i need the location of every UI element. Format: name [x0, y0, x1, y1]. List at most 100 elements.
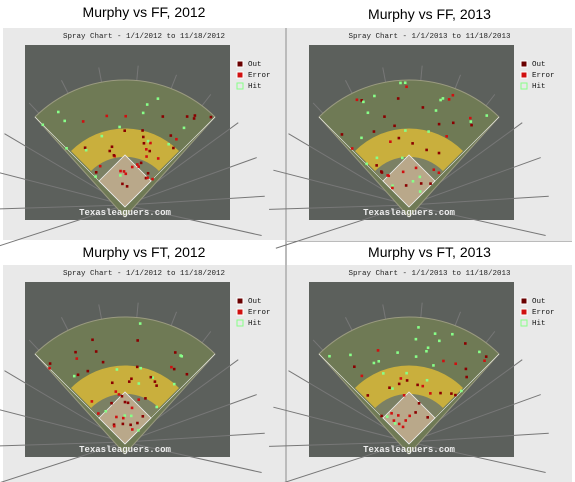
spray-chart: Texasleaguers.com [269, 45, 549, 249]
hit-marker [153, 380, 157, 383]
hit-marker [470, 123, 473, 127]
watermark: Texasleaguers.com [363, 445, 455, 455]
hit-marker [360, 374, 364, 378]
hit-marker [388, 386, 391, 390]
hit-marker [41, 123, 45, 127]
hit-marker [123, 400, 127, 404]
hit-marker [130, 165, 134, 169]
hit-marker [193, 114, 197, 117]
hit-marker [119, 174, 122, 177]
hit-marker [123, 129, 126, 132]
legend-swatch [236, 308, 244, 316]
hit-marker [464, 342, 467, 345]
foul-lines [34, 116, 216, 208]
hit-marker [375, 156, 379, 160]
hit-marker [451, 121, 455, 125]
hit-marker [125, 185, 129, 188]
hit-marker [148, 149, 152, 153]
hit-marker [433, 332, 437, 335]
hit-marker [377, 359, 381, 363]
hit-marker [118, 125, 121, 129]
hit-marker [484, 355, 488, 358]
hit-marker [437, 122, 441, 126]
hit-marker [405, 85, 408, 89]
hit-marker [141, 129, 144, 132]
hit-marker [141, 111, 145, 115]
hit-marker [129, 423, 132, 427]
hit-marker [365, 162, 368, 166]
hit-marker [146, 139, 150, 143]
legend-swatch [236, 71, 244, 79]
hit-marker [439, 391, 442, 395]
hit-marker [145, 155, 148, 158]
hit-marker [432, 364, 435, 367]
hit-marker [451, 93, 455, 97]
hit-marker [396, 97, 400, 100]
foul-lines [318, 116, 500, 208]
hit-marker [414, 355, 418, 358]
watermark: Texasleaguers.com [363, 208, 455, 218]
hit-marker [170, 365, 173, 369]
hit-marker [86, 369, 90, 373]
hit-marker [397, 414, 400, 417]
stands [408, 204, 546, 237]
hit-marker [97, 412, 100, 415]
hit-marker [366, 111, 370, 115]
legend-label: Hit [532, 83, 546, 91]
hit-marker [63, 119, 67, 123]
stands [0, 441, 126, 482]
hit-marker [151, 177, 154, 181]
stands [408, 394, 541, 443]
hit-marker [209, 115, 213, 119]
hit-marker [94, 350, 98, 353]
chart-subtitle: Spray Chart - 1/1/2013 to 11/18/2013 [348, 33, 511, 41]
hit-marker [137, 429, 140, 432]
hit-marker [408, 414, 412, 418]
hit-marker [397, 136, 401, 140]
hit-marker [469, 120, 473, 123]
stands [275, 204, 410, 249]
hit-marker [414, 337, 418, 341]
hit-marker [418, 175, 422, 179]
stands [269, 204, 410, 210]
hit-marker [65, 146, 68, 150]
hit-marker [120, 394, 124, 398]
hit-marker [400, 156, 404, 160]
hit-marker [372, 130, 376, 133]
hit-marker [375, 164, 378, 167]
hit-marker [138, 322, 142, 325]
legend-label: Out [248, 298, 262, 306]
hit-marker [91, 338, 94, 342]
hit-marker [115, 368, 119, 371]
stands [408, 432, 549, 443]
hit-marker [192, 117, 196, 120]
stands [0, 204, 126, 247]
hit-marker [127, 380, 131, 383]
hit-marker [427, 130, 430, 133]
hit-marker [380, 171, 384, 174]
legend-label: Error [248, 72, 271, 80]
hit-marker [135, 365, 139, 369]
hit-marker [434, 109, 438, 112]
hit-marker [167, 142, 170, 146]
hit-marker [349, 353, 352, 357]
hit-marker [391, 186, 394, 190]
hit-marker [105, 114, 109, 118]
hit-marker [360, 99, 364, 102]
panel-title: Murphy vs FF, 2013 [368, 6, 491, 22]
hit-marker [142, 141, 146, 145]
hit-marker [130, 377, 133, 381]
hit-marker [117, 393, 121, 396]
hit-marker [131, 428, 134, 431]
hit-marker [75, 357, 79, 360]
hit-marker [417, 402, 421, 405]
hit-marker [454, 393, 457, 397]
hit-marker [380, 414, 383, 418]
legend-label: Out [532, 298, 546, 306]
panel-title: Murphy vs FT, 2013 [368, 244, 491, 260]
hit-marker [483, 359, 486, 363]
stands [124, 441, 262, 474]
hit-marker [432, 168, 436, 172]
hit-marker [110, 401, 113, 405]
